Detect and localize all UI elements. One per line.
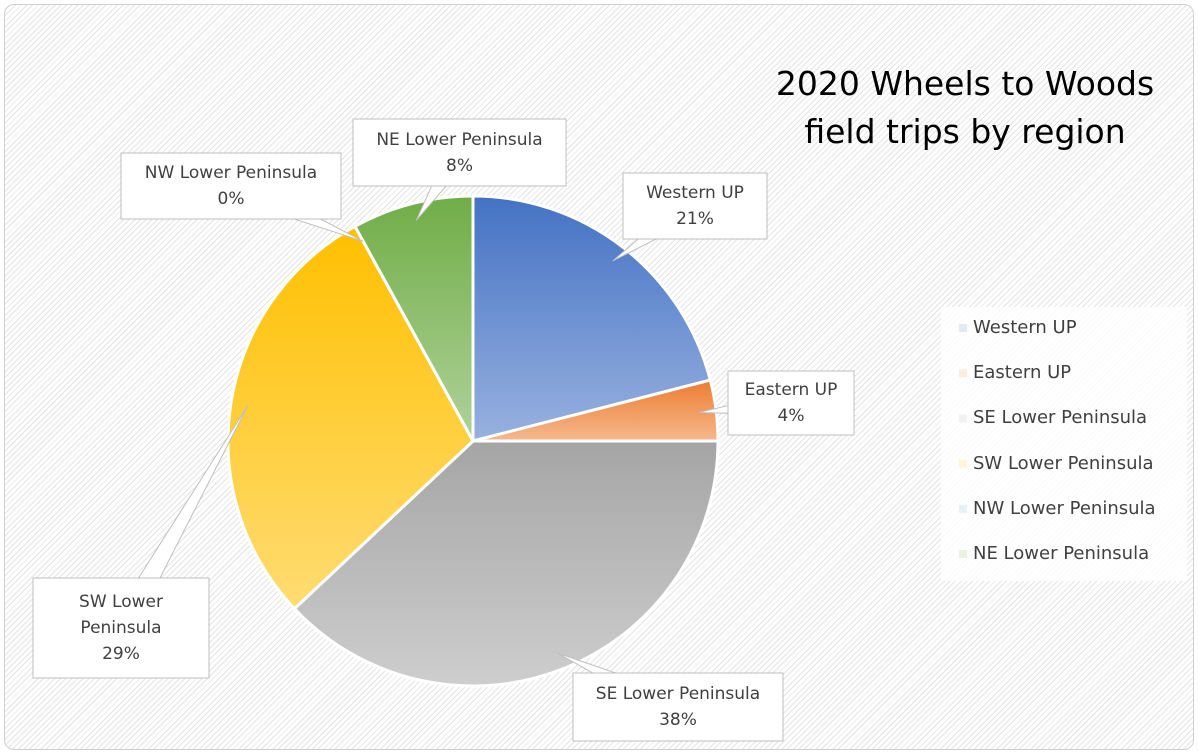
legend-label: SE Lower Peninsula [973,407,1148,429]
pie-slice [471,194,713,443]
pie-slice [352,194,475,442]
legend-label: NE Lower Peninsula [973,543,1150,564]
callout-box [32,577,210,679]
legend-label: Western UP [973,317,1077,338]
data-label-name: Eastern UP [744,380,838,400]
chart-title: 2020 Wheels to Woods field trips by regi… [775,64,1155,151]
pie-slice [226,224,475,611]
chart: 2020 Wheels to Woods field trips by regi… [4,4,1194,750]
data-label: NE Lower Peninsula 8% [353,119,566,186]
data-label-value: 38% [659,710,697,730]
data-label: Eastern UP 4% [728,371,854,435]
callout-box [352,118,567,187]
data-label-value: 0% [217,189,245,209]
data-label-name: Western UP [646,183,744,203]
data-label-value: 8% [446,155,473,176]
callout-box [120,152,342,220]
data-label: NW Lower Peninsula 0% [121,153,341,219]
data-label-value: 4% [777,406,805,426]
callout-box [727,370,855,436]
pie-slice [292,439,720,688]
data-label-name: SE Lower Peninsula [595,684,761,704]
data-label-value: 21% [676,209,714,229]
legend-label: Eastern UP [973,362,1072,384]
callout-box [622,172,768,240]
data-label: Western UP 21% [623,173,767,239]
data-label-value: 29% [102,644,140,664]
data-label: SE Lower Peninsula 38% [573,673,783,741]
data-label-name: SW Lower Peninsula [79,592,163,638]
legend-label: SW Lower Peninsula [973,452,1154,474]
legend [941,307,1187,581]
data-label-name: NW Lower Peninsula [144,163,318,183]
data-label-name: NE Lower Peninsula [376,129,543,150]
data-label: SW Lower Peninsula 29% [33,578,209,678]
pie-canvas [32,118,967,742]
legend-label: NW Lower Peninsula [973,497,1156,519]
callout-box [572,672,784,742]
